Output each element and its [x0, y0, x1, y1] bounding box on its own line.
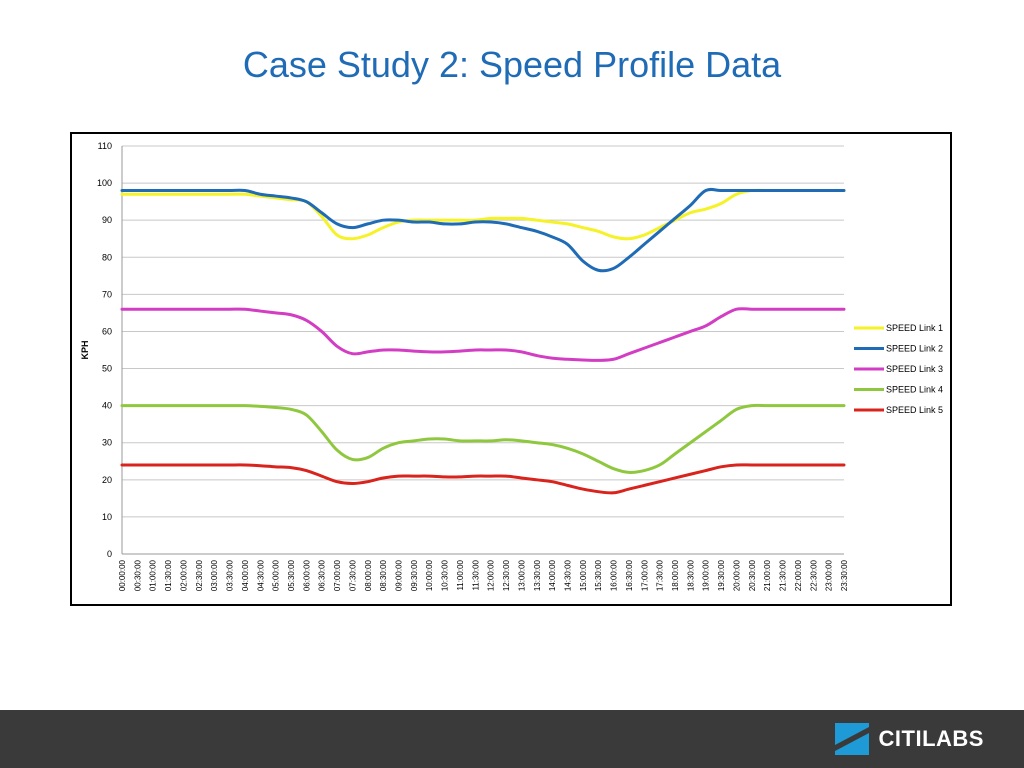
x-tick-label: 13:30:00: [533, 559, 542, 591]
series-line-link-4: [120, 403, 846, 474]
y-tick-label: 30: [102, 438, 112, 448]
x-tick-label: 00:30:00: [133, 559, 142, 591]
x-tick-label: 23:30:00: [840, 559, 849, 591]
y-tick-label: 60: [102, 326, 112, 336]
legend-label: SPEED Link 2: [886, 344, 943, 354]
x-tick-label: 09:00:00: [395, 559, 404, 591]
speed-profile-chart: 0 10 20 30 40 50 60 70 80 90 100 110 00:00:00 00:30:0…: [80, 141, 943, 591]
y-tick-label: 110: [98, 141, 112, 151]
legend-label: SPEED Link 4: [886, 385, 943, 395]
y-tick-label: 70: [102, 289, 112, 299]
series-line-link-1: [120, 188, 846, 241]
x-tick-label: 17:30:00: [656, 559, 665, 591]
x-tick-label: 14:00:00: [548, 559, 557, 591]
x-tick-label: 07:00:00: [333, 559, 342, 591]
chart-grid: [122, 145, 844, 555]
x-tick-label: 08:00:00: [364, 559, 373, 591]
chart-axes: [121, 146, 844, 555]
x-tick-label: 04:00:00: [241, 559, 250, 591]
chart-ticks: 0 10 20 30 40 50 60 70 80 90 100 110 00:00:00 00:30:0…: [97, 141, 849, 591]
y-tick-label: 80: [102, 252, 112, 262]
x-tick-label: 02:30:00: [195, 559, 204, 591]
x-tick-label: 17:00:00: [640, 559, 649, 591]
x-tick-label: 20:30:00: [748, 559, 757, 591]
y-tick-label: 40: [102, 401, 112, 411]
x-tick-label: 19:30:00: [717, 559, 726, 591]
x-tick-label: 22:00:00: [794, 559, 803, 591]
footer-bar: CITILABS: [0, 710, 1024, 768]
brand-name: CITILABS: [878, 726, 984, 751]
x-tick-label: 03:30:00: [226, 559, 235, 591]
x-tick-label: 00:00:00: [118, 559, 127, 591]
series-line-link-3: [120, 307, 846, 362]
x-tick-label: 01:30:00: [164, 559, 173, 591]
x-tick-label: 01:00:00: [149, 559, 158, 591]
x-tick-label: 12:00:00: [487, 559, 496, 591]
x-tick-label: 09:30:00: [410, 559, 419, 591]
x-tick-label: 16:30:00: [625, 559, 634, 591]
y-tick-label: 100: [97, 178, 112, 188]
x-tick-label: 21:00:00: [763, 559, 772, 591]
y-tick-label: 10: [102, 512, 112, 522]
brand-logo: CITILABS: [834, 723, 984, 755]
y-axis-label: KPH: [80, 340, 90, 359]
series-line-link-5: [120, 463, 846, 495]
x-tick-label: 16:00:00: [610, 559, 619, 591]
x-tick-label: 04:30:00: [256, 559, 265, 591]
x-tick-label: 18:30:00: [686, 559, 695, 591]
x-tick-label: 02:00:00: [179, 559, 188, 591]
x-tick-label: 06:30:00: [318, 559, 327, 591]
x-tick-label: 12:30:00: [502, 559, 511, 591]
chart-lines: [120, 187, 846, 495]
y-tick-label: 90: [102, 215, 112, 225]
x-tick-label: 20:00:00: [732, 559, 741, 591]
x-tick-label: 18:00:00: [671, 559, 680, 591]
x-tick-label: 10:30:00: [441, 559, 450, 591]
x-tick-label: 10:00:00: [425, 559, 434, 591]
y-tick-label: 20: [102, 475, 112, 485]
slide-title: Case Study 2: Speed Profile Data: [242, 44, 782, 85]
x-tick-label: 08:30:00: [379, 559, 388, 591]
x-tick-label: 15:30:00: [594, 559, 603, 591]
series-line-link-2: [120, 187, 846, 273]
x-tick-label: 07:30:00: [348, 559, 357, 591]
legend-label: SPEED Link 1: [886, 323, 943, 333]
y-tick-label: 0: [107, 549, 112, 559]
x-tick-label: 19:00:00: [702, 559, 711, 591]
x-tick-label: 05:00:00: [272, 559, 281, 591]
x-tick-label: 22:30:00: [809, 559, 818, 591]
citilabs-logo-icon: [834, 723, 869, 755]
x-tick-label: 23:00:00: [825, 559, 834, 591]
x-tick-label: 11:30:00: [471, 559, 480, 590]
chart-legend: SPEED Link 1 SPEED Link 2 SPEED Link 3 SPEE…: [854, 323, 943, 415]
x-tick-label: 06:00:00: [302, 559, 311, 591]
legend-label: SPEED Link 5: [886, 405, 943, 415]
x-tick-label: 05:30:00: [287, 559, 296, 591]
y-tick-label: 50: [102, 364, 112, 374]
x-tick-label: 03:00:00: [210, 559, 219, 591]
x-tick-label: 21:30:00: [779, 559, 788, 591]
legend-label: SPEED Link 3: [886, 364, 943, 374]
x-tick-label: 11:00:00: [456, 559, 465, 590]
x-tick-label: 15:00:00: [579, 559, 588, 591]
x-tick-label: 14:30:00: [563, 559, 572, 591]
chart-frame: 0 10 20 30 40 50 60 70 80 90 100 110 00:00:00 00:30:0…: [70, 132, 952, 606]
x-tick-label: 13:00:00: [517, 559, 526, 591]
